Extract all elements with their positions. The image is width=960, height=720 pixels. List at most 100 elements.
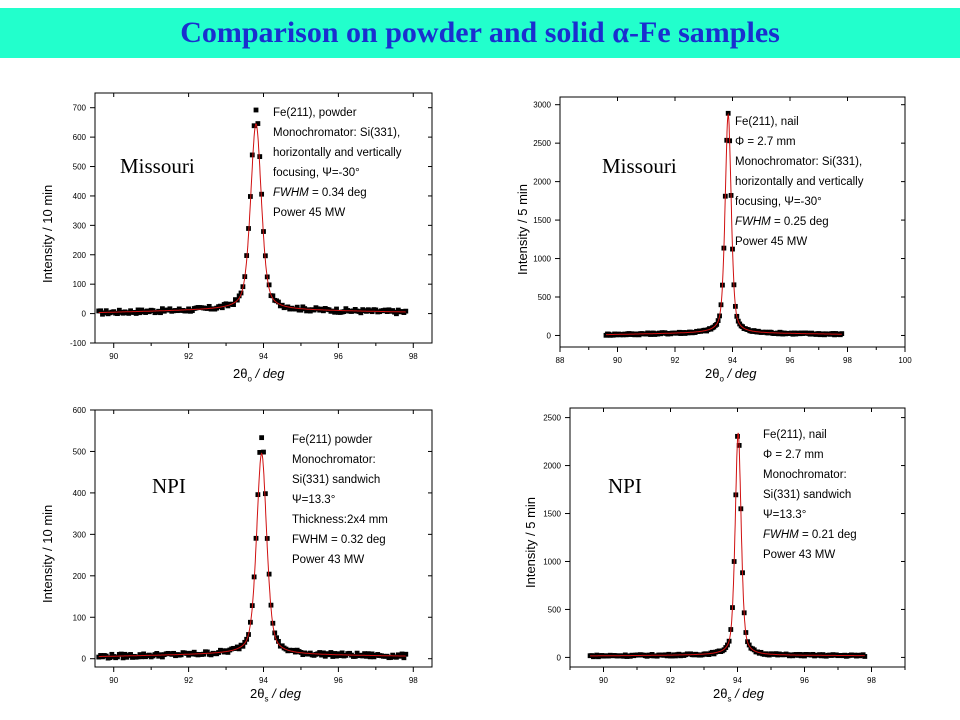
legend-line: Ψ=13.3° [763,505,857,525]
y-tick-label: 100 [73,613,87,622]
legend-line: Monochromator: Si(331), [273,123,401,143]
chart-legend: Fe(211), powder Monochromator: Si(331), ho… [273,103,401,223]
legend-line: Power 45 MW [273,203,401,223]
data-point [250,153,255,158]
chart-missouri-powder: 90 92 94 96 98 -100 0 100 200 300 400 500 600 700 Int… [30,85,450,385]
y-axis-label: Intensity / 5 min [523,497,538,588]
x-tick-label: 92 [184,676,193,685]
x-tick-label: 96 [334,352,343,361]
y-tick-label: 500 [548,605,562,614]
legend-line: horizontally and vertically [273,143,401,163]
site-label: NPI [152,474,186,499]
x-axis-label-symbol: 2θ [250,686,264,701]
x-axis-label-unit: / deg [724,366,757,381]
legend-line: Power 43 MW [292,550,388,570]
x-tick-label: 98 [867,676,876,685]
data-point [254,108,259,113]
y-tick-label: 2500 [543,414,561,423]
legend-line: Φ = 2.7 mm [735,132,863,152]
x-tick-label: 94 [259,676,268,685]
site-label: Missouri [602,154,677,179]
chart-npi-powder: 90 92 94 96 98 0 100 200 300 400 500 600 Intensity … [30,405,450,705]
chart-legend: Fe(211), nail Φ = 2.7 mm Monochromator: Si… [735,112,863,252]
site-label: NPI [608,474,642,499]
x-tick-label: 98 [409,352,418,361]
x-tick-label: 92 [666,676,675,685]
x-axis-label: 2θs / deg [713,686,764,704]
y-tick-label: 3000 [533,101,551,110]
y-tick-label: 2000 [543,462,561,471]
x-axis-label-symbol: 2θ [713,686,727,701]
x-tick-label: 94 [733,676,742,685]
y-tick-label: 600 [73,133,87,142]
x-tick-label: 98 [843,356,852,365]
y-tick-label: 300 [73,530,87,539]
x-tick-label: 90 [109,676,118,685]
x-tick-label: 90 [599,676,608,685]
y-tick-label: 300 [73,221,87,230]
x-axis-label-symbol: 2θ [705,366,719,381]
y-tick-label: 0 [82,310,87,319]
x-tick-label: 94 [728,356,737,365]
x-tick-label: 92 [671,356,680,365]
y-tick-label: 0 [547,331,552,340]
chart-plot-npi-nail: 90 92 94 96 9805001000150020002500 [505,405,925,705]
legend-line: Power 45 MW [735,232,863,252]
legend-line: Fe(211) powder [292,430,388,450]
x-tick-label: 98 [409,676,418,685]
y-tick-label: 1000 [533,255,551,264]
legend-line: horizontally and vertically [735,172,863,192]
data-point [862,654,867,659]
site-label: Missouri [120,154,195,179]
y-tick-label: 2500 [533,139,551,148]
x-axis-label-symbol: 2θ [233,366,247,381]
y-tick-label: 100 [73,280,87,289]
x-tick-label: 90 [109,352,118,361]
data-point [259,435,264,440]
chart-legend: Fe(211) powder Monochromator: Si(331) sand… [292,430,388,570]
y-axis-label: Intensity / 5 min [515,184,530,275]
legend-line: FWHM = 0.34 deg [273,183,401,203]
y-axis-label: Intensity / 10 min [40,185,55,283]
legend-line: FWHM = 0.25 deg [735,212,863,232]
y-tick-label: 200 [73,572,87,581]
y-tick-label: 400 [73,192,87,201]
y-tick-label: 500 [73,163,87,172]
x-axis-label: 2θo / deg [705,366,756,384]
legend-line: Power 43 MW [763,545,857,565]
legend-line: focusing, Ψ=-30° [735,192,863,212]
x-tick-label: 96 [334,676,343,685]
title-suffix: -Fe samples [629,16,780,49]
legend-line: focusing, Ψ=-30° [273,163,401,183]
legend-line: Φ = 2.7 mm [763,445,857,465]
legend-line: Fe(211), nail [763,425,857,445]
chart-legend: Fe(211), nail Φ = 2.7 mm Monochromator: Si(… [763,425,857,565]
legend-line: Si(331) sandwich [763,485,857,505]
y-tick-label: -100 [70,339,87,348]
y-tick-label: 400 [73,489,87,498]
y-tick-label: 0 [82,655,87,664]
title-prefix: Comparison on powder and solid [180,16,612,49]
y-tick-label: 1000 [543,557,561,566]
legend-italic-term: FWHM [273,187,309,199]
x-tick-label: 100 [898,356,912,365]
legend-line: Thickness:2x4 mm [292,510,388,530]
y-tick-label: 500 [73,447,87,456]
x-tick-label: 92 [184,352,193,361]
data-point [403,309,408,314]
y-axis-label: Intensity / 10 min [40,505,55,603]
y-tick-label: 500 [538,293,552,302]
legend-line: FWHM = 0.32 deg [292,530,388,550]
x-tick-label: 94 [259,352,268,361]
x-tick-label: 88 [556,356,565,365]
title-bar: Comparison on powder and solid α-Fe samp… [0,8,960,58]
legend-italic-term: FWHM [763,529,799,541]
y-tick-label: 1500 [543,510,561,519]
legend-line: Fe(211), powder [273,103,401,123]
data-point [839,331,844,336]
x-axis-label: 2θo / deg [233,366,284,384]
x-axis-label: 2θs / deg [250,686,301,704]
legend-italic-term: FWHM [735,216,771,228]
chart-missouri-nail: 88 90 92 94 96 98 100 0 500 1000 1500 2000 2500 3000 … [505,92,925,392]
y-tick-label: 0 [557,653,562,662]
